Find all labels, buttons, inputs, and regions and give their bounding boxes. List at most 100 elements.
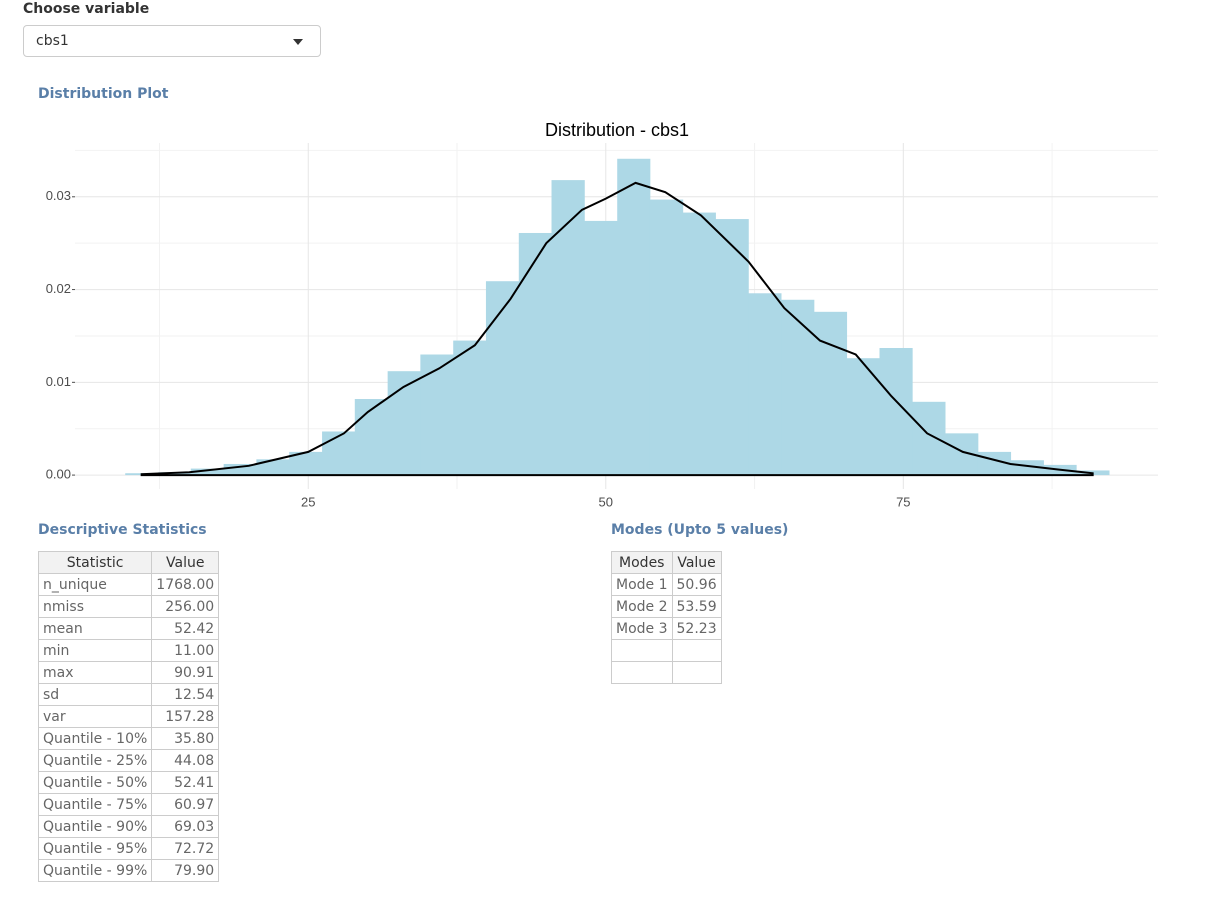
empty-row — [611, 661, 722, 684]
bar — [453, 340, 487, 476]
bar — [256, 459, 290, 476]
select-label: Choose variable — [23, 1, 150, 17]
table-cell: 52.23 — [671, 617, 722, 640]
header-cell: Statistic — [37, 551, 153, 574]
bar — [879, 348, 913, 476]
table-cell: 11.00 — [151, 639, 220, 662]
table-cell: Quantile - 75% — [37, 793, 153, 816]
table-cell: 72.72 — [151, 837, 220, 860]
table-row: min 11.00 — [37, 639, 220, 662]
table-cell: nmiss — [37, 595, 153, 618]
table-cell: 53.59 — [671, 595, 722, 618]
density-line — [140, 181, 1094, 477]
table-cell: 35.80 — [151, 727, 220, 750]
table-row: Quantile - 25% 44.08 — [37, 749, 220, 772]
variable-select[interactable]: cbs1 — [23, 25, 321, 57]
dropdown-arrow — [293, 39, 303, 45]
bar — [354, 399, 389, 476]
table-cell: sd — [37, 683, 153, 706]
table-row: mean 52.42 — [37, 617, 220, 640]
table-row: Quantile - 90% 69.03 — [37, 815, 220, 838]
bar — [649, 199, 684, 476]
x-tick-label: 75 — [896, 494, 910, 509]
y-tick-label: 0.03 — [46, 188, 71, 203]
table-cell: mean — [37, 617, 153, 640]
stats-heading: Descriptive Statistics — [38, 522, 207, 538]
table-cell — [611, 661, 673, 684]
table-row: nmiss 256.00 — [37, 595, 220, 618]
bar — [617, 158, 651, 476]
y-tick-label: 0.02 — [46, 281, 71, 296]
bar — [387, 371, 421, 476]
bar — [682, 212, 716, 476]
table-cell: 52.41 — [151, 771, 220, 794]
modes-table: Modes Value Mode 1 50.96 Mode 2 53.59 Mode 3 52… — [611, 551, 722, 684]
table-cell: n_unique — [37, 573, 153, 596]
table-cell: 69.03 — [151, 815, 220, 838]
table-cell: 60.97 — [151, 793, 220, 816]
table-cell: 12.54 — [151, 683, 220, 706]
bar — [420, 354, 454, 476]
bar — [322, 431, 356, 476]
table-cell: 90.91 — [151, 661, 220, 684]
chart-title: Distribution - cbs1 — [545, 120, 689, 140]
table-row: max 90.91 — [37, 661, 220, 684]
table-cell: Quantile - 25% — [37, 749, 153, 772]
chart: Distribution - cbs1 25 50 75 0.00 0.01 0.02 0.… — [46, 120, 1158, 509]
table-cell: 157.28 — [151, 705, 220, 728]
modes-heading: Modes (Upto 5 values) — [611, 522, 789, 538]
stats-table: Statistic Value n_unique 1768.00 nmiss 256.00… — [37, 551, 220, 882]
bar — [190, 468, 225, 476]
bar — [584, 220, 618, 476]
empty-row — [611, 639, 722, 662]
table-cell: 50.96 — [671, 573, 722, 596]
table-cell: 52.42 — [151, 617, 220, 640]
table-cell: 44.08 — [151, 749, 220, 772]
table-cell: Quantile - 10% — [37, 727, 153, 750]
table-row: Quantile - 10% 35.80 — [37, 727, 220, 750]
table-cell: 79.90 — [151, 859, 220, 882]
table-row: Quantile - 75% 60.97 — [37, 793, 220, 816]
table-row: n_unique 1768.00 — [37, 573, 220, 596]
bar — [912, 401, 946, 476]
table-cell — [611, 639, 673, 662]
plot-heading: Distribution Plot — [38, 86, 169, 102]
table-cell: Quantile - 90% — [37, 815, 153, 838]
header-row: Modes Value — [611, 551, 722, 574]
bar — [289, 451, 323, 476]
header-cell: Value — [151, 551, 220, 574]
bar — [518, 232, 552, 476]
table-cell: var — [37, 705, 153, 728]
select-value: cbs1 — [36, 33, 69, 49]
table-cell: max — [37, 661, 153, 684]
header-cell: Modes — [611, 551, 673, 574]
header-cell: Value — [671, 551, 722, 574]
table-row: Mode 2 53.59 — [611, 595, 722, 618]
bar — [813, 311, 848, 476]
table-cell: Quantile - 50% — [37, 771, 153, 794]
table-cell: 256.00 — [151, 595, 220, 618]
bar — [781, 299, 815, 476]
bar — [485, 281, 520, 476]
table-cell — [671, 639, 722, 662]
bar — [551, 180, 585, 476]
table-row: Quantile - 50% 52.41 — [37, 771, 220, 794]
table-row: Quantile - 95% 72.72 — [37, 837, 220, 860]
table-row: Mode 1 50.96 — [611, 573, 722, 596]
table-cell — [671, 661, 722, 684]
y-tick-label: 0.01 — [46, 374, 71, 389]
table-cell: min — [37, 639, 153, 662]
x-tick-label: 25 — [301, 494, 315, 509]
bar — [748, 293, 782, 476]
bar — [223, 463, 257, 476]
header-row: Statistic Value — [37, 551, 220, 574]
table-row: Mode 3 52.23 — [611, 617, 722, 640]
x-tick-label: 50 — [599, 494, 613, 509]
y-tick-label: 0.00 — [46, 467, 71, 482]
table-row: var 157.28 — [37, 705, 220, 728]
table-cell: Mode 1 — [611, 573, 673, 596]
bar — [715, 219, 749, 476]
table-cell: 1768.00 — [151, 573, 220, 596]
table-row: Quantile - 99% 79.90 — [37, 859, 220, 882]
